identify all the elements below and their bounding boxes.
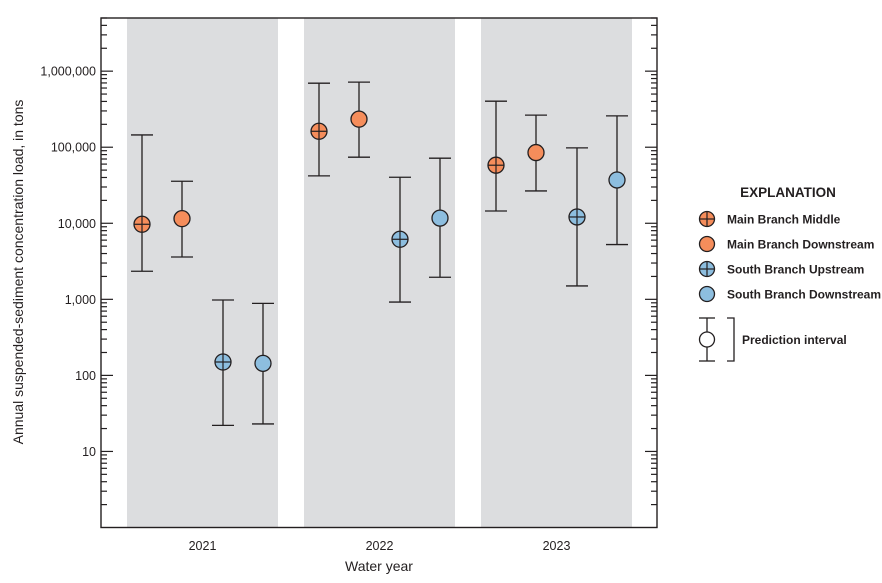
legend-interval-bracket <box>727 317 735 362</box>
data-point-marker <box>173 210 191 228</box>
data-point-group <box>212 299 234 427</box>
axes <box>100 17 658 529</box>
data-point-marker <box>431 209 449 227</box>
data-point-group <box>389 176 411 303</box>
x-tick-label: 2022 <box>366 539 394 553</box>
data-point-group <box>131 134 153 272</box>
year-band-2022 <box>304 18 455 528</box>
y-tick-label: 100 <box>75 369 96 383</box>
data-points <box>131 81 628 427</box>
data-point-marker <box>527 143 545 162</box>
data-point-marker <box>350 110 368 128</box>
x-tick-label: 2023 <box>543 539 571 553</box>
data-point-group <box>308 82 330 177</box>
legend-item: South Branch Upstream <box>698 260 864 278</box>
data-point-group <box>485 100 507 212</box>
data-point-group <box>566 147 588 287</box>
legend-label: South Branch Downstream <box>727 288 881 302</box>
y-tick-label: 1,000,000 <box>40 65 96 79</box>
y-tick-label: 10 <box>82 445 96 459</box>
legend-interval-label: Prediction interval <box>742 333 847 347</box>
y-ticks: 1,000,000 100,000 10,000 1,000 100 10 <box>40 17 657 506</box>
legend-label: Main Branch Middle <box>727 213 841 227</box>
x-tick-label: 2021 <box>189 539 217 553</box>
y-tick-label: 100,000 <box>51 141 96 155</box>
legend-label: South Branch Upstream <box>727 263 864 277</box>
year-bands <box>127 18 632 528</box>
y-axis-title: Annual suspended-sediment concentration … <box>10 100 26 445</box>
legend-marker <box>698 285 716 303</box>
data-point-group <box>525 114 547 192</box>
x-tick-labels: 2021 2022 2023 <box>189 539 571 553</box>
data-point-group <box>252 302 274 425</box>
legend-label: Main Branch Downstream <box>727 238 874 252</box>
data-point-group <box>606 115 628 246</box>
data-point-group <box>348 81 370 158</box>
y-tick-label: 1,000 <box>65 293 96 307</box>
legend-prediction-interval: Prediction interval <box>698 317 847 362</box>
plot-frame <box>100 17 658 529</box>
data-point-marker <box>608 171 626 189</box>
legend-interval-marker <box>698 331 716 348</box>
year-band-2021 <box>127 18 278 528</box>
legend-marker <box>698 235 716 253</box>
legend-items: Main Branch Middle Main Branch Downstream… <box>698 210 881 303</box>
y-tick-label: 10,000 <box>58 217 96 231</box>
legend-title: EXPLANATION <box>740 185 836 200</box>
data-point-group <box>171 180 193 258</box>
year-band-2023 <box>481 18 632 528</box>
legend-item: South Branch Downstream <box>698 285 881 303</box>
legend-item: Main Branch Downstream <box>698 235 874 253</box>
data-point-marker <box>254 354 272 372</box>
x-axis-title: Water year <box>345 558 413 574</box>
data-point-group <box>429 157 451 278</box>
legend-item: Main Branch Middle <box>698 210 841 228</box>
